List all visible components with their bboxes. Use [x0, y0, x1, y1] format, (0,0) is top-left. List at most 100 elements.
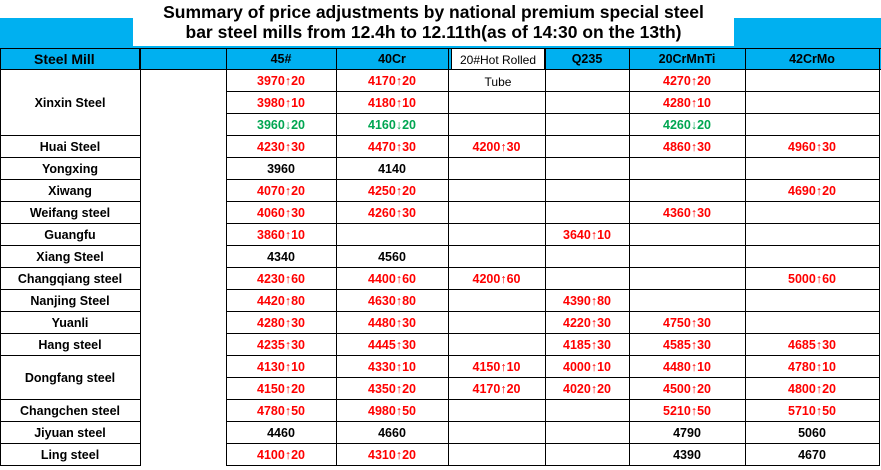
- mill-row-border: [0, 333, 140, 334]
- price-cell-42crmo: 5710↑50: [788, 404, 836, 418]
- title-line-1: Summary of price adjustments by national…: [163, 2, 704, 22]
- price-cell-45: 3960: [267, 162, 295, 176]
- header-row: [0, 48, 881, 70]
- mill-name: Jiyuan steel: [34, 426, 106, 440]
- price-cell-45: 4780↑50: [257, 404, 305, 418]
- mill-name: Dongfang steel: [24, 371, 116, 385]
- price-cell-q235: 4390↑80: [563, 294, 611, 308]
- row-border: [226, 135, 880, 136]
- price-cell-42crmo: 5000↑60: [788, 272, 836, 286]
- price-cell-40cr: 4660: [378, 426, 406, 440]
- price-cell-20crmnti: 4480↑10: [663, 360, 711, 374]
- mill-row-border: [0, 135, 140, 136]
- mill-name: Xiang Steel: [36, 250, 104, 264]
- price-cell-40cr: 4250↑20: [368, 184, 416, 198]
- price-cell-40cr: 4160↓20: [368, 118, 416, 132]
- spacer-column: [140, 70, 226, 470]
- price-cell-45: 3980↑10: [257, 96, 305, 110]
- column-border: [226, 48, 227, 466]
- mill-row-border: [0, 465, 140, 466]
- price-cell-45: 4150↑20: [257, 382, 305, 396]
- price-cell-45: 4100↑20: [257, 448, 305, 462]
- price-cell-q235: 4220↑30: [563, 316, 611, 330]
- price-cell-45: 3970↑20: [257, 74, 305, 88]
- row-border: [226, 399, 880, 400]
- price-cell-40cr: 4350↑20: [368, 382, 416, 396]
- price-cell-20crmnti: 4585↑30: [663, 338, 711, 352]
- mill-name: Yongxing: [41, 162, 98, 176]
- price-cell-40cr: 4260↑30: [368, 206, 416, 220]
- column-border: [0, 48, 1, 466]
- price-cell-45: 4070↑20: [257, 184, 305, 198]
- price-cell-40cr: 4310↑20: [368, 448, 416, 462]
- price-cell-45: 4130↑10: [257, 360, 305, 374]
- row-border: [226, 179, 880, 180]
- row-border: [226, 91, 880, 92]
- column-border: [448, 48, 449, 466]
- mill-name: Guangfu: [44, 228, 96, 242]
- header-40cr: 40Cr: [378, 52, 406, 66]
- mill-row-border: [0, 223, 140, 224]
- header-42crmo: 42CrMo: [789, 52, 835, 66]
- price-cell-45: 4230↑30: [257, 140, 305, 154]
- mill-row-border: [0, 201, 140, 202]
- price-cell-q235: 4000↑10: [563, 360, 611, 374]
- mill-name: Weifang steel: [29, 206, 111, 220]
- price-cell-40cr: 4180↑10: [368, 96, 416, 110]
- price-cell-40cr: 4480↑30: [368, 316, 416, 330]
- header-steel-mill: Steel Mill: [2, 48, 140, 70]
- mill-row-border: [0, 355, 140, 356]
- price-cell-45: 4235↑30: [257, 338, 305, 352]
- price-cell-40cr: 4560: [378, 250, 406, 264]
- price-cell-20crmnti: 4500↑20: [663, 382, 711, 396]
- mill-row-border: [0, 311, 140, 312]
- column-border: [629, 48, 630, 466]
- price-cell-42crmo: 4800↑20: [788, 382, 836, 396]
- price-cell-20crmnti: 4750↑30: [663, 316, 711, 330]
- price-cell-45: 3960↓20: [257, 118, 305, 132]
- column-border: [745, 48, 746, 466]
- price-cell-40cr: 4400↑60: [368, 272, 416, 286]
- price-cell-42crmo: 4780↑10: [788, 360, 836, 374]
- price-cell-42crmo: 4685↑30: [788, 338, 836, 352]
- row-border: [226, 223, 880, 224]
- mill-row-border: [0, 245, 140, 246]
- price-cell-40cr: 4445↑30: [368, 338, 416, 352]
- price-cell-45: 3860↑10: [257, 228, 305, 242]
- mill-name: Xiwang: [48, 184, 92, 198]
- mill-row-border: [0, 421, 140, 422]
- price-cell-20crmnti: 4860↑30: [663, 140, 711, 154]
- price-cell-40cr: 4170↑20: [368, 74, 416, 88]
- price-cell-20crmnti: 4280↑10: [663, 96, 711, 110]
- price-cell-20crmnti: 5210↑50: [663, 404, 711, 418]
- mill-row-border: [0, 267, 140, 268]
- column-border: [545, 48, 546, 466]
- row-border: [226, 113, 880, 114]
- mill-row-border: [0, 179, 140, 180]
- table-title: Summary of price adjustments by national…: [133, 2, 734, 46]
- price-cell-20-tube: 4150↑10: [472, 360, 521, 374]
- column-border: [336, 48, 337, 466]
- price-cell-20crmnti: 4390: [673, 448, 701, 462]
- mill-row-border: [0, 399, 140, 400]
- price-cell-45: 4460: [267, 426, 295, 440]
- mill-row-border: [0, 157, 140, 158]
- header-20-hot-rolled-tube: 20#Hot Rolled Tube: [451, 48, 545, 89]
- price-cell-20crmnti: 4790: [673, 426, 701, 440]
- mill-name: Xinxin Steel: [34, 96, 106, 110]
- mill-name: Ling steel: [40, 448, 100, 462]
- row-border: [226, 443, 880, 444]
- mill-name: Changchen steel: [19, 404, 121, 418]
- price-cell-40cr: 4980↑50: [368, 404, 416, 418]
- price-cell-42crmo: 5060: [798, 426, 826, 440]
- price-cell-45: 4420↑80: [257, 294, 305, 308]
- row-border: [226, 333, 880, 334]
- row-border: [226, 245, 880, 246]
- row-border: [226, 201, 880, 202]
- price-cell-20-tube: 4170↑20: [472, 382, 521, 396]
- mill-name: Changqiang steel: [17, 272, 123, 286]
- price-cell-40cr: 4470↑30: [368, 140, 416, 154]
- row-border: [226, 421, 880, 422]
- row-border: [226, 267, 880, 268]
- title-line-2: bar steel mills from 12.4h to 12.11th(as…: [185, 22, 682, 42]
